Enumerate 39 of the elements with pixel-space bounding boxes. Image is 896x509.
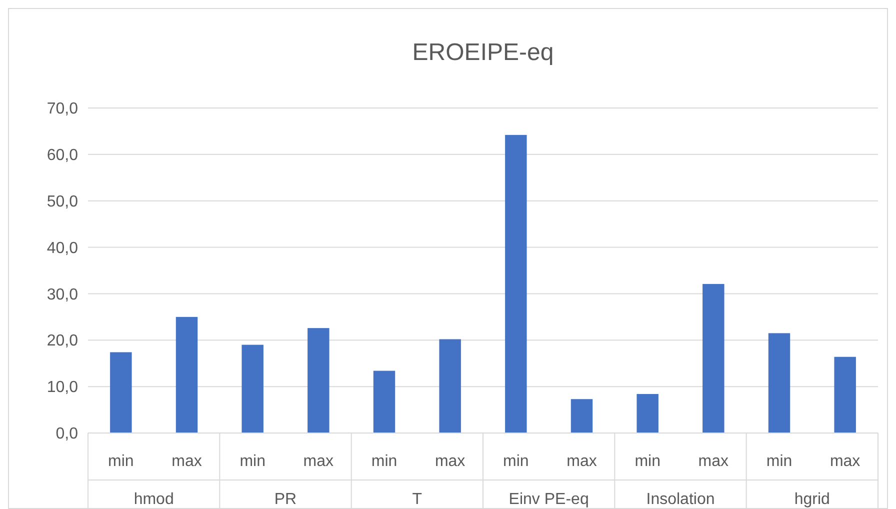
bar: [176, 316, 198, 433]
y-tick-label: 70,0: [46, 100, 78, 118]
text: PR: [274, 491, 297, 508]
x-tick-label: min: [503, 453, 529, 470]
text: T: [412, 491, 422, 508]
y-tick-label: 0,0: [56, 426, 78, 443]
bar: [834, 356, 856, 433]
bar: [702, 284, 724, 433]
text: Insolation: [646, 491, 715, 508]
y-tick-label: 50,0: [46, 193, 78, 210]
y-tick-label: 20,0: [46, 332, 78, 350]
bar: [505, 134, 527, 433]
bar: [242, 344, 264, 433]
x-tick-label: max: [172, 453, 202, 470]
bar: [439, 339, 461, 433]
chart-title: EROEIPE-eq: [412, 39, 554, 66]
text: Einv PE-eq: [508, 491, 589, 508]
x-tick-label: max: [434, 453, 466, 470]
x-tick-label: min: [766, 453, 792, 470]
x-tick-label: min: [108, 453, 134, 470]
bar: [636, 394, 658, 433]
bar: [308, 328, 330, 433]
text: hgrid: [794, 491, 830, 508]
x-tick-label: max: [566, 453, 597, 470]
y-tick-label: 30,0: [46, 286, 78, 304]
bar: [373, 370, 396, 433]
y-tick-label: 40,0: [46, 240, 78, 257]
x-tick-label: max: [698, 453, 729, 470]
y-tick-label: 10,0: [46, 379, 78, 396]
x-tick-label: max: [303, 453, 334, 470]
x-tick-label: min: [634, 453, 660, 470]
x-tick-label: max: [830, 453, 860, 470]
bar: [110, 352, 132, 433]
y-tick-label: 60,0: [46, 147, 78, 164]
x-tick-label: min: [371, 453, 398, 470]
x-tick-label: min: [240, 453, 266, 470]
bar: [768, 333, 790, 433]
bar: [570, 399, 593, 433]
text: hmod: [134, 491, 174, 508]
